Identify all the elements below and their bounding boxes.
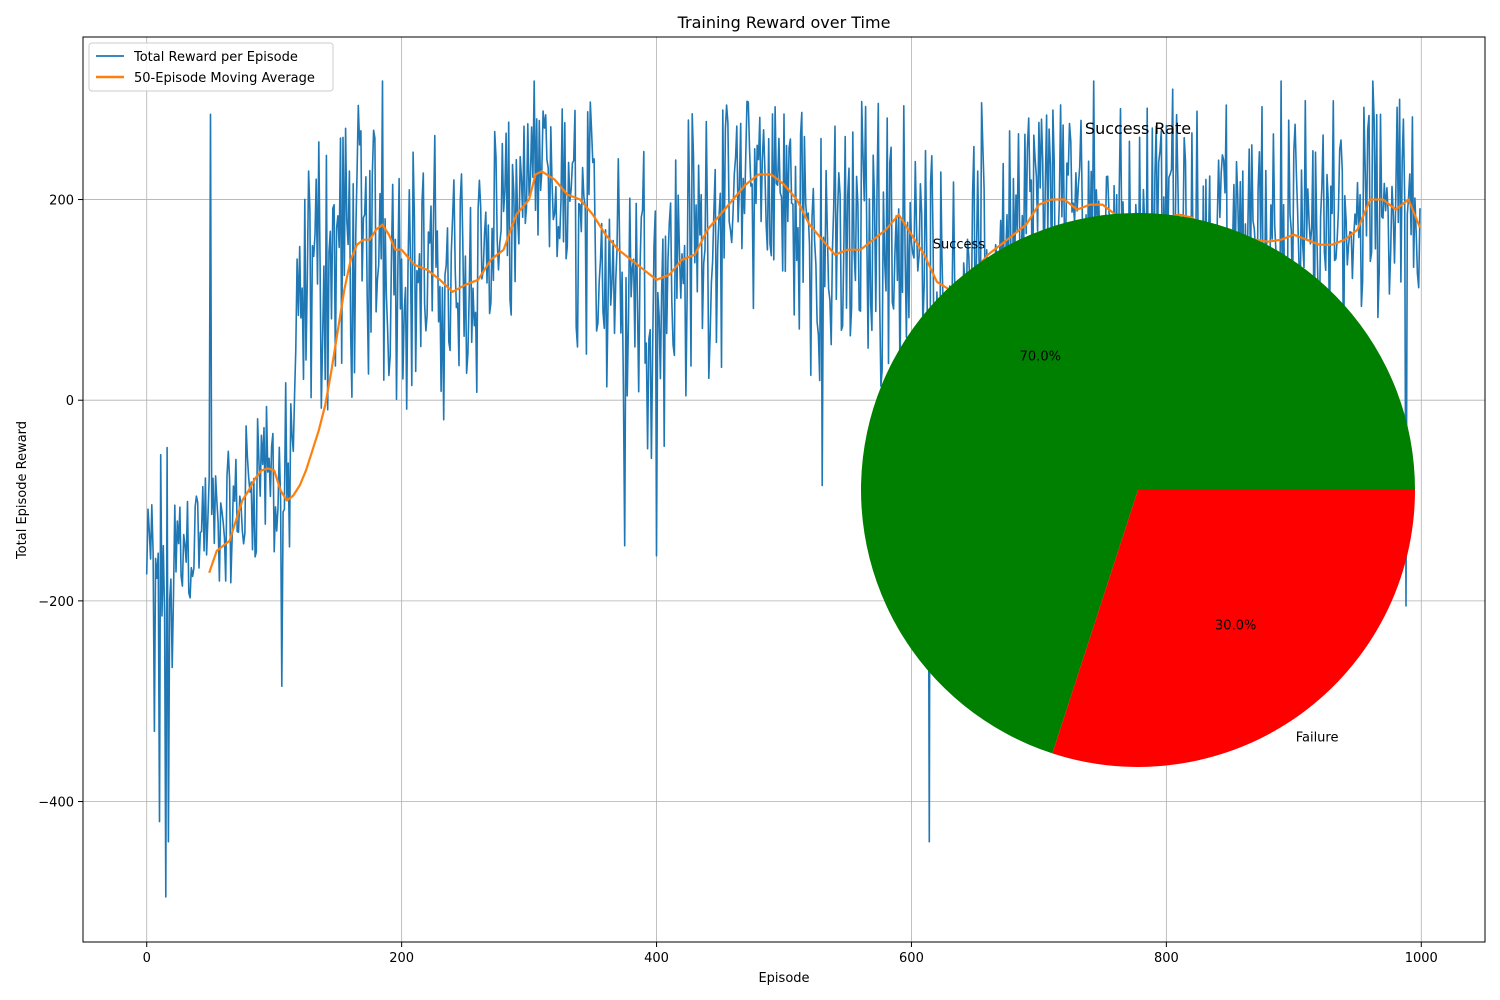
pie-category-label-success: Success [933, 238, 986, 253]
chart-title: Training Reward over Time [677, 13, 891, 32]
x-tick-label: 600 [899, 951, 924, 966]
pie-category-label-failure: Failure [1296, 731, 1339, 746]
x-tick-label: 1000 [1405, 951, 1438, 966]
legend-label-reward: Total Reward per Episode [133, 50, 298, 65]
pie-slice-success [860, 212, 1415, 754]
y-axis-title: Total Episode Reward [15, 421, 30, 560]
x-axis-title: Episode [758, 971, 809, 986]
pie-slice-failure [1052, 490, 1415, 767]
x-tick-label: 0 [143, 951, 151, 966]
x-tick-label: 800 [1154, 951, 1179, 966]
pie-chart: 70.0% Success 30.0% Failure Success Rate [860, 119, 1415, 767]
axis-ticks: 0 200 400 600 800 1000 −400 −200 0 200 [38, 194, 1438, 966]
legend: Total Reward per Episode 50-Episode Movi… [88, 42, 334, 92]
y-tick-label: −200 [38, 595, 74, 610]
pie-percent-label-failure: 30.0% [1215, 619, 1256, 634]
x-tick-label: 200 [389, 951, 414, 966]
y-tick-label: 0 [66, 394, 74, 409]
legend-box [88, 42, 334, 92]
y-tick-label: −400 [38, 796, 74, 811]
pie-title: Success Rate [1085, 119, 1191, 138]
x-tick-label: 400 [644, 951, 669, 966]
y-tick-label: 200 [49, 194, 74, 209]
pie-percent-label-success: 70.0% [1020, 350, 1061, 365]
legend-label-moving-average: 50-Episode Moving Average [134, 71, 315, 86]
series-line-moving-average [208, 170, 1422, 574]
axes-frame [82, 36, 1486, 943]
